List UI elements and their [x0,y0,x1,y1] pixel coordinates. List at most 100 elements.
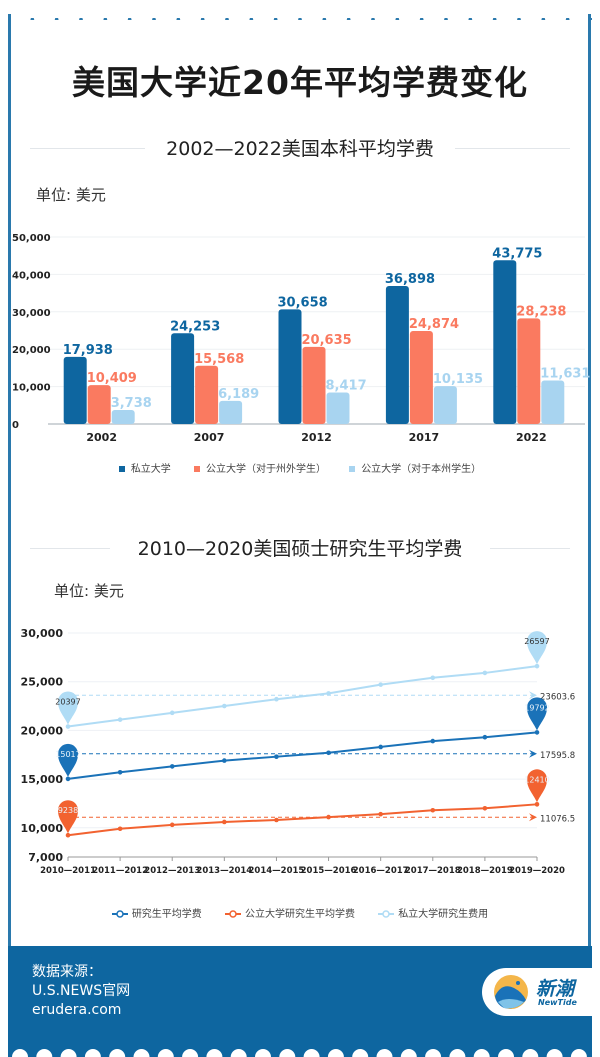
scallop-dot [449,1049,466,1057]
legend-label: 私立大学 [130,464,171,475]
bar-value-label: 10,135 [433,372,483,387]
scallop-dot [206,1049,223,1057]
divider-line [30,547,110,549]
scallop-dot [376,1049,393,1057]
x-tick-label: 2013—2014 [196,866,252,876]
bar [195,365,219,424]
scallop-dot [400,1049,417,1057]
data-point [65,832,71,838]
data-point [169,710,175,716]
legend-swatch [194,466,200,472]
bar-value-label: 6,189 [218,387,259,402]
undergrad-title-text: 2002—2022美国本科平均学费 [166,138,434,160]
pin-marker: 26597 [524,631,550,665]
bar [87,385,111,424]
bar [326,392,350,424]
pin-shape [58,691,78,725]
bar-value-label: 24,253 [170,319,220,334]
data-point [430,807,436,813]
data-point [534,663,540,669]
scallop-dot [133,1049,150,1057]
bar-value-label: 17,938 [63,343,113,358]
bar [171,333,195,424]
grad-line-chart: 7,000 10,000 15,000 20,000 25,000 30,000 2010—… [21,627,576,876]
series-line [67,731,538,780]
source-block: 数据来源： U.S.NEWS官网 erudera.com [32,963,130,1020]
bottom-scallop-border [8,1040,592,1057]
pin-shape [527,631,547,665]
series-line [67,665,538,728]
bar-value-label: 28,238 [516,304,566,319]
scallop-dot [157,1049,174,1057]
y-tick-label: 20,000 [21,724,64,737]
legend-marker-icon [378,910,395,918]
legend-swatch [118,466,125,472]
data-point [169,822,175,828]
pin-marker: 15017 [55,743,81,777]
data-point [274,696,279,702]
undergrad-unit-label: 单位: 美元 [36,186,106,204]
legend-item-grad-public: 公立大学研究生平均学费 [225,905,355,920]
bar [493,260,517,424]
legend-item-private: 私立大学 [118,460,171,475]
bar [302,346,326,424]
x-tick-label: 2022 [516,431,547,444]
data-point [117,826,123,832]
bar [541,380,565,424]
y-tick-label: 30,000 [12,308,51,319]
scallop-dot [327,1049,344,1057]
scallop-bg [8,1040,592,1057]
scallop-dot [473,1049,490,1057]
data-point [430,675,436,681]
divider-line [30,147,145,149]
scallop-dot [36,1049,53,1057]
grad-unit-label: 单位: 美元 [54,582,124,600]
pin-marker: 20397 [55,691,81,725]
data-point [326,814,331,820]
average-label: 17595.8 [540,751,575,761]
data-point [482,670,488,676]
scallop-dot [546,1049,563,1057]
bar [517,318,541,424]
pin-label: 20397 [55,698,80,707]
scallop-dot [84,1049,101,1057]
data-point [378,811,383,817]
data-point [326,750,331,756]
bar [219,400,243,424]
legend-item-grad-avg: 研究生平均学费 [111,905,202,920]
pin-label: 26597 [524,637,549,646]
bar-value-label: 10,409 [87,371,137,386]
scallop-dot [303,1049,320,1057]
x-tick-label: 2017 [409,431,440,444]
data-point [65,776,71,782]
source-label: 数据来源： [32,964,102,980]
legend-item-public-in: 公立大学（对于本州学生） [349,460,481,475]
grad-title-text: 2010—2020美国硕士研究生平均学费 [137,538,463,560]
y-tick-label: 30,000 [21,627,64,640]
source-erudera: erudera.com [32,1002,122,1018]
average-label: 11076.5 [540,814,575,824]
y-tick-label: 20,000 [12,345,51,356]
legend-label: 公立大学（对于本州学生） [361,464,482,475]
x-tick-label: 2017—2018 [405,866,461,876]
data-point [430,738,436,744]
y-tick-label: 50,000 [12,233,51,244]
data-point [117,769,123,775]
bar-value-label: 30,658 [278,295,328,310]
pin-label: 15017 [55,750,80,759]
data-point [378,682,383,687]
data-point [169,764,175,769]
x-tick-label: 2016—2017 [353,866,409,876]
x-tick-label: 2012 [301,431,332,444]
bar [409,330,433,424]
average-arrow [529,691,537,700]
y-tick-label: 40,000 [12,270,51,281]
legend-label: 公立大学（对于州外学生） [206,464,326,475]
pin-marker: 19792 [524,697,550,731]
bar-value-label: 20,635 [302,333,352,348]
data-point [274,754,279,759]
y-tick-label: 25,000 [21,676,64,689]
y-tick-label: 10,000 [12,383,51,394]
newtide-logo: 新潮 NewTide [482,968,592,1016]
scallop-dot [255,1049,271,1057]
